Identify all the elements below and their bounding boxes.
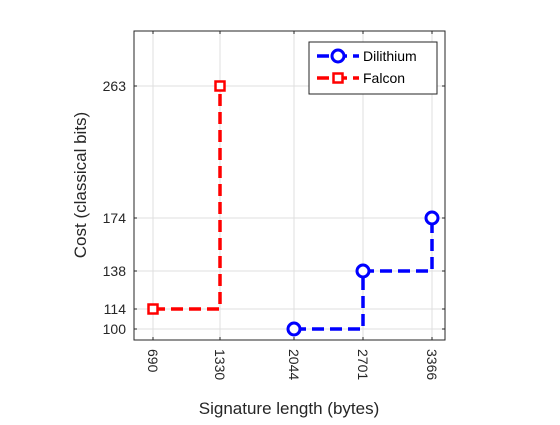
falcon-point <box>147 303 159 315</box>
x-axis-label: Signature length (bytes) <box>199 399 380 418</box>
legend-marker-falcon <box>332 72 344 84</box>
dilithium-point <box>355 263 371 279</box>
falcon-point <box>214 80 226 92</box>
dilithium-point <box>424 210 440 226</box>
x-tick-labels: 690 1330 2044 2701 3366 <box>145 349 440 380</box>
x-tick-label: 2701 <box>355 349 371 380</box>
y-tick-label: 100 <box>103 321 127 337</box>
legend: Dilithium Falcon <box>308 41 438 95</box>
x-tick-label: 3366 <box>424 349 440 380</box>
legend-marker-dilithium <box>330 48 346 64</box>
falcon-step-line <box>153 86 222 311</box>
y-tick-label: 114 <box>104 301 127 317</box>
x-tick-label: 690 <box>145 349 161 373</box>
plot-box <box>133 30 446 341</box>
tick-marks <box>134 31 445 340</box>
dilithium-point <box>286 321 302 337</box>
legend-label-falcon: Falcon <box>363 70 405 86</box>
y-tick-label: 263 <box>103 78 127 94</box>
y-axis-label: Cost (classical bits) <box>71 112 90 258</box>
legend-label-dilithium: Dilithium <box>363 48 417 64</box>
legend-box <box>308 41 438 95</box>
y-tick-label: 138 <box>103 263 127 279</box>
y-tick-label: 174 <box>103 210 127 226</box>
series-layer <box>147 80 440 337</box>
y-tick-labels: 100 114 138 174 263 <box>103 78 127 337</box>
x-tick-label: 2044 <box>286 349 302 380</box>
x-tick-label: 1330 <box>212 349 228 380</box>
